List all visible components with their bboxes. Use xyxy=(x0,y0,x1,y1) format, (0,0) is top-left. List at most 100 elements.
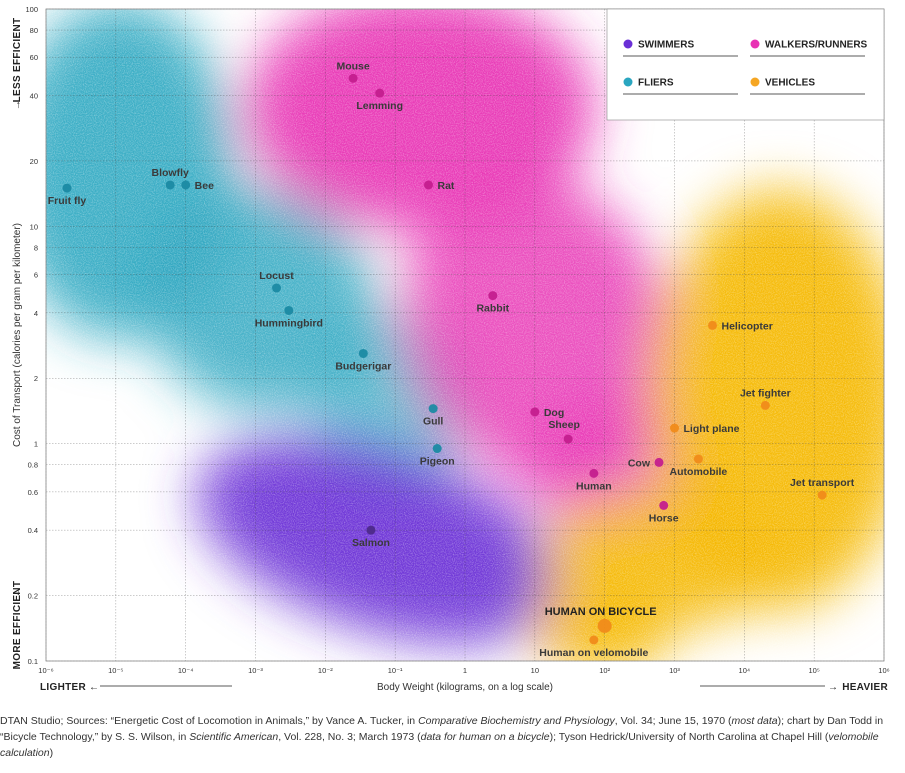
legend-box xyxy=(606,8,885,121)
source-journal-2: Scientific American xyxy=(189,731,279,743)
x-heavier-label: HEAVIER xyxy=(842,682,888,693)
point-hummingbird xyxy=(284,305,294,315)
y-tick-label: 0.2 xyxy=(28,592,38,601)
legend: SWIMMERS WALKERS/RUNNERS FLIERS VEHICLES xyxy=(606,8,885,121)
legend-label-swimmers: SWIMMERS xyxy=(638,40,694,51)
y-tick-label: 80 xyxy=(30,26,38,35)
source-journal-1: Comparative Biochemistry and Physiology xyxy=(418,715,615,727)
point-pigeon xyxy=(432,444,442,454)
point-locust xyxy=(272,283,282,293)
y-tick-label: 100 xyxy=(25,5,38,14)
point-human-on-bicycle xyxy=(597,618,612,633)
y-tick-label: 2 xyxy=(34,374,38,383)
x-tick-label: 10⁶ xyxy=(878,666,889,675)
source-note-3: velomobile calculation xyxy=(0,731,879,759)
point-rabbit xyxy=(488,291,498,301)
point-label: Human on velomobile xyxy=(539,647,648,659)
y-axis-label: Cost of Transport (calories per gram per… xyxy=(12,223,23,447)
x-tick-label: 10⁻¹ xyxy=(388,666,403,675)
x-right-arrow: → xyxy=(828,682,838,693)
plot-frame xyxy=(45,8,885,662)
legend-swatch-swimmers xyxy=(623,39,633,49)
x-tick-label: 10⁴ xyxy=(739,666,751,675)
point-jet-fighter xyxy=(760,400,770,410)
point-label: Lemming xyxy=(356,100,403,112)
point-label: Locust xyxy=(259,270,294,282)
x-tick-label: 10⁻⁶ xyxy=(38,666,53,675)
point-label: Cow xyxy=(628,457,651,469)
y-down-arrow: ← xyxy=(12,587,23,597)
point-gull xyxy=(428,404,438,414)
point-jet-transport xyxy=(817,490,827,500)
y-tick-label: 40 xyxy=(30,91,38,100)
y-more-efficient-label: MORE EFFICIENT xyxy=(12,581,23,670)
point-label: Mouse xyxy=(336,60,369,72)
point-label: Light plane xyxy=(684,423,740,435)
x-left-arrow: ← xyxy=(89,682,99,693)
y-tick-label: 60 xyxy=(30,53,38,62)
source-note-2: data for human on a bicycle xyxy=(420,731,550,743)
x-tick-label: 10³ xyxy=(669,666,680,675)
y-axis-annotations: LESS EFFICIENT → Cost of Transport (calo… xyxy=(12,18,23,670)
point-label: Dog xyxy=(544,407,564,419)
legend-swatch-walkers xyxy=(750,39,760,49)
y-tick-label: 6 xyxy=(34,271,38,280)
point-label: Fruit fly xyxy=(48,195,87,207)
point-label: Pigeon xyxy=(420,456,455,468)
point-mouse xyxy=(348,73,358,83)
y-tick-label: 0.1 xyxy=(28,657,38,666)
point-label: Jet transport xyxy=(790,477,855,489)
point-human-on-velomobile xyxy=(589,635,599,645)
y-tick-label: 4 xyxy=(34,309,38,318)
point-budgerigar xyxy=(358,348,368,358)
point-label: Rat xyxy=(437,180,454,192)
x-tick-labels: 10⁻⁶ 10⁻⁵ 10⁻⁴ 10⁻³ 10⁻² 10⁻¹ 1 10 10² 10³ 10⁴ 10⁵ 1… xyxy=(38,666,889,675)
point-sheep xyxy=(563,434,573,444)
point-label: Rabbit xyxy=(476,303,509,315)
y-tick-label: 20 xyxy=(30,157,38,166)
source-text-2: , Vol. 34; June 15, 1970 ( xyxy=(614,715,732,727)
point-label: Human xyxy=(576,480,612,492)
source-text-1: DTAN Studio; Sources: “Energetic Cost of… xyxy=(0,715,419,727)
point-label: Sheep xyxy=(548,419,580,431)
point-label: Hummingbird xyxy=(255,317,323,329)
point-rat xyxy=(423,180,433,190)
x-tick-label: 10⁻⁵ xyxy=(108,666,123,675)
legend-label-fliers: FLIERS xyxy=(638,78,674,89)
point-label: Automobile xyxy=(670,466,728,478)
y-tick-label: 0.4 xyxy=(28,526,38,535)
legend-label-walkers: WALKERS/RUNNERS xyxy=(765,40,868,51)
point-label: Salmon xyxy=(352,537,390,549)
point-label: HUMAN ON BICYCLE xyxy=(545,606,657,618)
legend-swatch-fliers xyxy=(623,77,633,87)
x-tick-label: 10⁻⁴ xyxy=(178,666,194,675)
x-tick-label: 10⁻³ xyxy=(248,666,263,675)
source-note-1: most data xyxy=(731,715,778,727)
y-tick-labels: 100 80 60 40 20 10 8 6 4 2 1 0.8 0.6 0.4 0.2 0.1 xyxy=(25,5,38,666)
data-points: Fruit fly Blowfly Bee Locust Hummingbird Budg… xyxy=(48,60,855,659)
point-salmon xyxy=(366,525,376,535)
point-cow xyxy=(654,457,664,467)
x-tick-label: 1 xyxy=(463,666,467,675)
point-label: Gull xyxy=(423,416,443,428)
point-light-plane xyxy=(670,423,679,433)
y-tick-label: 1 xyxy=(34,440,38,449)
source-text-5: ); Tyson Hedrick/University of North Car… xyxy=(549,731,829,743)
point-horse xyxy=(659,500,669,510)
point-dog xyxy=(530,407,540,417)
x-tick-label: 10⁻² xyxy=(318,666,333,675)
point-label: Jet fighter xyxy=(740,387,791,399)
x-tick-label: 10⁵ xyxy=(808,666,819,675)
point-label: Bee xyxy=(195,180,214,192)
point-lemming xyxy=(375,88,385,98)
x-tick-label: 10² xyxy=(599,666,610,675)
y-tick-label: 0.6 xyxy=(28,488,38,497)
source-text-6: ) xyxy=(49,747,54,759)
point-label: Budgerigar xyxy=(335,360,391,372)
point-label: Horse xyxy=(649,512,679,524)
y-up-arrow: → xyxy=(12,100,23,110)
y-tick-label: 8 xyxy=(34,243,38,252)
source-text-4: , Vol. 228, No. 3; March 1973 ( xyxy=(278,731,421,743)
x-tick-label: 10 xyxy=(531,666,539,675)
